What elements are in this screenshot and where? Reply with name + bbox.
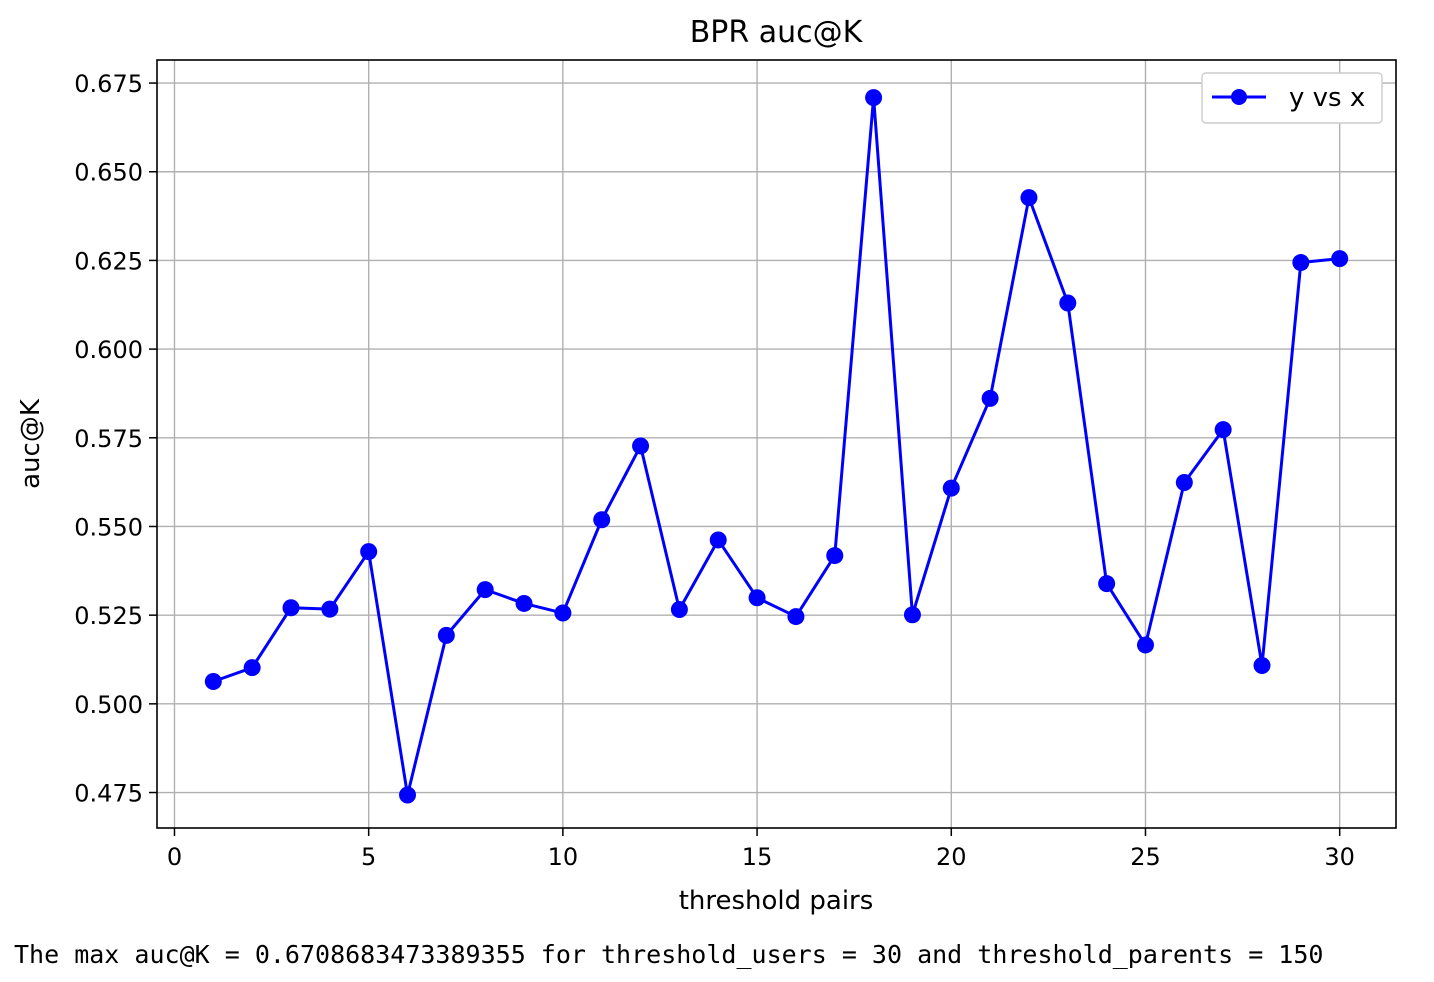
x-axis-label: threshold pairs: [679, 886, 874, 916]
data-point: [593, 511, 611, 529]
chart: BPR auc@K 0 5 10 15 20 25 30 0.475 0.500 0.525 0.5…: [16, 15, 1397, 916]
data-point: [670, 600, 688, 618]
plot-frame: [156, 59, 1397, 829]
chart-title: BPR auc@K: [690, 15, 864, 50]
data-point: [748, 589, 766, 607]
legend-label: y vs x: [1289, 83, 1365, 113]
data-point: [709, 531, 727, 549]
y-tick-label: 0.525: [74, 602, 143, 630]
x-tick-label: 0: [167, 843, 182, 871]
data-point: [1136, 636, 1154, 654]
data-point: [1098, 575, 1116, 593]
grid: [157, 60, 1396, 828]
x-tick-label: 5: [361, 843, 376, 871]
data-point: [632, 437, 650, 455]
y-tick-label: 0.575: [74, 425, 143, 453]
y-tick-label: 0.600: [74, 336, 143, 364]
data-point: [476, 581, 494, 599]
data-point: [360, 543, 378, 561]
output-text: The max auc@K = 0.6708683473389355 for t…: [14, 940, 1324, 969]
data-point: [399, 786, 417, 804]
data-point: [1020, 189, 1038, 207]
y-tick-label: 0.675: [74, 70, 143, 98]
y-tick-label: 0.475: [74, 780, 143, 808]
data-point: [1059, 294, 1077, 312]
legend-marker: [1231, 89, 1247, 105]
data-point: [1331, 250, 1349, 268]
data-point: [942, 479, 960, 497]
data-point: [787, 608, 805, 626]
data-point: [515, 594, 533, 612]
data-point: [321, 600, 339, 618]
data-point: [554, 604, 572, 622]
y-tick-label: 0.625: [74, 247, 143, 275]
data-point: [981, 389, 999, 407]
x-tick-label: 15: [742, 843, 773, 871]
data-point: [1214, 421, 1232, 439]
data-point: [204, 672, 222, 690]
x-tick-label: 25: [1130, 843, 1161, 871]
axis-ticks: 0 5 10 15 20 25 30 0.475 0.500 0.525 0.550 0.575 0.6…: [74, 70, 1355, 871]
legend-box: [1201, 72, 1383, 124]
series-line: [212, 96, 1340, 797]
data-point: [437, 626, 455, 644]
data-point: [865, 89, 883, 107]
y-tick-label: 0.650: [74, 159, 143, 187]
x-tick-label: 10: [548, 843, 579, 871]
data-point: [243, 659, 261, 677]
data-point: [282, 599, 300, 617]
y-tick-label: 0.550: [74, 513, 143, 541]
data-point: [1175, 473, 1193, 491]
data-point: [826, 547, 844, 565]
y-axis-label: auc@K: [16, 398, 46, 489]
data-point: [1292, 254, 1310, 272]
legend: y vs x: [1201, 72, 1383, 124]
x-tick-label: 20: [936, 843, 967, 871]
y-tick-label: 0.500: [74, 691, 143, 719]
data-point: [903, 606, 921, 624]
data-point: [1253, 657, 1271, 675]
x-tick-label: 30: [1324, 843, 1355, 871]
series-group: [204, 89, 1349, 804]
